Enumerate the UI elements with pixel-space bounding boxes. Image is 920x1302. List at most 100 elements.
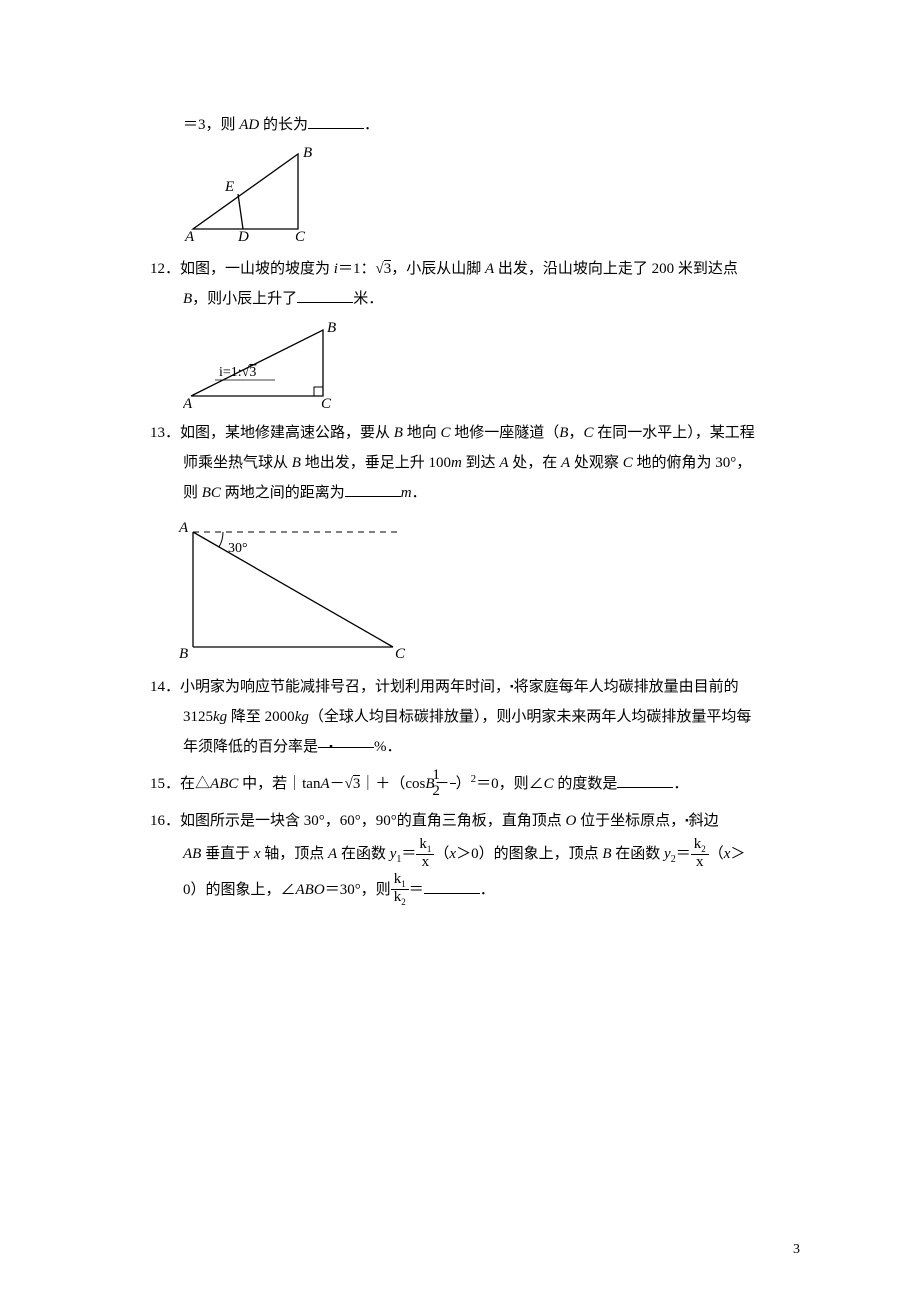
q13-B1: B xyxy=(394,425,403,441)
q12-t1: 如图，一山坡的坡度为 xyxy=(180,261,334,277)
q14-kg2: kg xyxy=(295,709,309,725)
q13-B3: B xyxy=(292,455,301,471)
q15-half: 12 xyxy=(450,768,456,799)
q16-l1a: 如图所示是一块含 30°，60°，90°的直角三角板，直角顶点 xyxy=(180,813,566,829)
q13-num: 13． xyxy=(150,425,180,441)
q13-l2a: 师乘坐热气球从 xyxy=(183,455,292,471)
q13-l1e: 在同一水平上），某工程 xyxy=(593,425,754,441)
q16-y2: y xyxy=(664,846,671,862)
q13-l2b: 地出发，垂足上升 100 xyxy=(301,455,451,471)
q12-l2c: 米． xyxy=(353,291,383,307)
q16-B: B xyxy=(602,846,611,862)
q12-A: A xyxy=(485,261,494,277)
page-content: ＝3，则 AD 的长为． A B C D E 12．如图，一山坡的坡度为 i＝1… xyxy=(0,0,920,908)
q15-ABC: ABC xyxy=(210,776,238,792)
q14-line1: 14．小明家为响应节能减排号召，计划利用两年时间，▪将家庭每年人均碳排放量由目前… xyxy=(150,672,800,702)
q15-sqrt3: √3 xyxy=(345,775,361,792)
q14-l1b: 将家庭每年人均碳排放量由目前的 xyxy=(514,679,739,695)
q12-sqrt3: √3 xyxy=(375,260,391,277)
q16-l3d: ． xyxy=(480,882,495,898)
q14-line2: 3125kg 降至 2000kg（全球人均目标碳排放量），则小明家未来两年人均碳… xyxy=(150,702,800,732)
q13-fB: B xyxy=(179,646,188,662)
q13-l2d: 处，在 xyxy=(508,455,561,471)
q11-label-E: E xyxy=(224,179,234,195)
q16-line2: AB 垂直于 x 轴，顶点 A 在函数 y1＝k1x（x＞0）的图象上，顶点 B… xyxy=(150,836,800,872)
q11-label-D: D xyxy=(237,229,249,244)
q16-AB: AB xyxy=(183,846,201,862)
q14: 14．小明家为响应节能减排号召，计划利用两年时间，▪将家庭每年人均碳排放量由目前… xyxy=(150,672,800,762)
q12-line1: 12．如图，一山坡的坡度为 i＝1：√3，小辰从山脚 A 出发，沿山坡向上走了 … xyxy=(150,254,800,284)
q15-C: C xyxy=(544,776,554,792)
q15-h: 的度数是 xyxy=(554,776,618,792)
q12-fA: A xyxy=(183,396,193,408)
q15-d: ｜＋（cos xyxy=(360,776,425,792)
q13: 13．如图，某地修建高速公路，要从 B 地向 C 地修一座隧道（B，C 在同一水… xyxy=(150,418,800,662)
q13-BC: BC xyxy=(202,485,221,501)
q15-f: ） xyxy=(456,776,471,792)
q16-A: A xyxy=(328,846,337,862)
q12-fC: C xyxy=(321,396,332,408)
q16-frac1: k1x xyxy=(416,837,434,870)
q16-l2g: 在函数 xyxy=(612,846,665,862)
q13-l2e: 处观察 xyxy=(570,455,623,471)
q11-label-A: A xyxy=(184,229,195,244)
q12-B: B xyxy=(183,291,192,307)
q16-x1: x xyxy=(254,846,261,862)
q13-blank xyxy=(345,481,401,497)
q16-eq1: ＝ xyxy=(401,846,416,862)
q11-figure: A B C D E xyxy=(183,144,323,244)
page-number: 3 xyxy=(793,1242,800,1258)
q12-eq: ＝1： xyxy=(338,261,376,277)
q13-line1: 13．如图，某地修建高速公路，要从 B 地向 C 地修一座隧道（B，C 在同一水… xyxy=(150,418,800,448)
q13-l1c: 地修一座隧道（ xyxy=(450,425,559,441)
q16-l3b: ＝30°，则 xyxy=(325,882,391,898)
q16-l2d: 在函数 xyxy=(337,846,390,862)
q12: 12．如图，一山坡的坡度为 i＝1：√3，小辰从山脚 A 出发，沿山坡向上走了 … xyxy=(150,254,800,408)
q12-t2: ，小辰从山脚 xyxy=(391,261,485,277)
q14-num: 14． xyxy=(150,679,180,695)
q15-num: 15． xyxy=(150,776,180,792)
q12-num: 12． xyxy=(150,261,180,277)
q11-label-B: B xyxy=(303,145,312,161)
q16-l2c: 轴，顶点 xyxy=(261,846,329,862)
q15-b: 中，若｜tan xyxy=(238,776,320,792)
q13-C3: C xyxy=(623,455,633,471)
q13-fA: A xyxy=(178,520,189,536)
q13-l2c: 到达 xyxy=(462,455,500,471)
q11-label-C: C xyxy=(295,229,306,244)
q16-line1: 16．如图所示是一块含 30°，60°，90°的直角三角板，直角顶点 O 位于坐… xyxy=(150,806,800,836)
q15-blank xyxy=(617,772,673,788)
q13-l3b: 两地之间的距离为 xyxy=(221,485,345,501)
q16-num: 16． xyxy=(150,813,180,829)
q11-period: ． xyxy=(364,117,379,133)
q15-g: ＝0，则∠ xyxy=(476,776,544,792)
q16-ABO: ABO xyxy=(296,882,325,898)
q16-l3c: ＝ xyxy=(409,882,424,898)
q13-l3a: 则 xyxy=(183,485,202,501)
q13-A2: A xyxy=(561,455,570,471)
q13-l1d: ， xyxy=(568,425,583,441)
q16-l1b: 位于坐标原点， xyxy=(576,813,685,829)
q12-t3: 出发，沿山坡向上走了 200 米到达点 xyxy=(494,261,738,277)
q12-blank xyxy=(297,287,353,303)
q15: 15．在△ABC 中，若｜tanA－√3｜＋（cosB－12）2＝0，则∠C 的… xyxy=(150,768,800,800)
q12-slope-label: i=1:√3 xyxy=(219,365,256,380)
q12-l2b: ，则小辰上升了 xyxy=(192,291,297,307)
q13-fC: C xyxy=(395,646,406,662)
q14-l2c: （全球人均目标碳排放量），则小明家未来两年人均碳排放量平均每 xyxy=(309,709,752,725)
q12-fB: B xyxy=(327,320,336,336)
q16-line3: 0）的图象上，∠ABO＝30°，则k1k2＝． xyxy=(150,872,800,908)
q15-line1: 15．在△ABC 中，若｜tanA－√3｜＋（cosB－12）2＝0，则∠C 的… xyxy=(150,768,800,800)
q15-c: － xyxy=(330,776,345,792)
q13-l1a: 如图，某地修建高速公路，要从 xyxy=(180,425,394,441)
q11-tail: 的长为 xyxy=(259,117,308,133)
q14-line3: 年须降低的百分率是 ▪ %． xyxy=(150,732,800,762)
q13-C1: C xyxy=(440,425,450,441)
q14-blank: ▪ xyxy=(318,732,374,748)
q13-m2: m xyxy=(401,485,412,501)
q11: ＝3，则 AD 的长为． A B C D E xyxy=(150,110,800,244)
q12-line2: B，则小辰上升了 米． xyxy=(150,284,800,314)
q16-l2i: ＞ xyxy=(730,846,745,862)
q16-eq2: ＝ xyxy=(676,846,691,862)
q11-var: AD xyxy=(239,117,259,133)
